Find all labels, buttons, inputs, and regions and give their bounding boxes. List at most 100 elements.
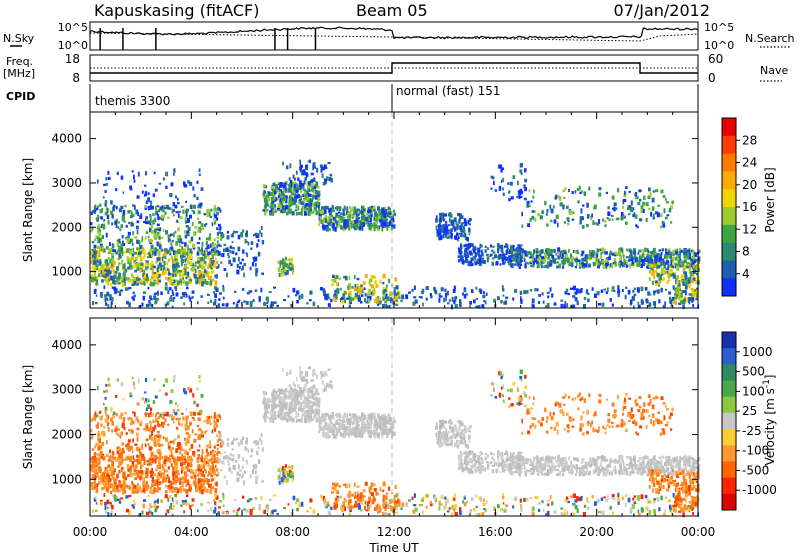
velocity-echo [247, 449, 250, 453]
power-echo [640, 259, 644, 263]
velocity-echo [133, 412, 136, 417]
power-echo [200, 187, 204, 191]
power-echo [131, 170, 134, 173]
power-echo [205, 263, 207, 266]
power-echo [246, 253, 249, 258]
power-echo [459, 302, 462, 307]
velocity-echo [106, 470, 109, 473]
power-echo [272, 191, 275, 196]
power-echo [482, 294, 486, 299]
velocity-echo [139, 469, 143, 474]
power-ylabel: Slant Range [km] [21, 158, 35, 262]
velocity-echo [157, 434, 160, 438]
power-echo [265, 205, 267, 209]
power-echo [205, 222, 208, 225]
power-echo [269, 210, 271, 214]
power-echo [92, 301, 94, 306]
power-echo [566, 259, 570, 264]
velocity-echo [288, 466, 292, 469]
velocity-echo [149, 425, 152, 431]
power-echo [116, 258, 119, 260]
velocity-echo [162, 436, 165, 440]
velocity-echo [145, 377, 148, 382]
power-echo [91, 278, 94, 283]
power-echo [474, 254, 477, 258]
power-echo [529, 218, 532, 222]
power-echo [687, 251, 690, 257]
velocity-echo [200, 430, 204, 435]
power-echo [443, 227, 446, 230]
power-echo [106, 291, 110, 297]
power-echo [673, 300, 675, 304]
velocity-echo [169, 483, 172, 486]
power-echo [588, 254, 590, 258]
power-echo [223, 268, 227, 271]
power-echo [112, 204, 116, 209]
power-echo [210, 260, 213, 263]
power-echo [653, 253, 656, 258]
power-echo [393, 290, 396, 295]
power-echo [170, 295, 173, 298]
power-echo [208, 264, 211, 268]
power-echo [164, 286, 168, 291]
velocity-echo [157, 433, 160, 436]
power-echo [156, 234, 159, 239]
velocity-echo [217, 471, 220, 476]
power-echo [626, 207, 630, 210]
power-echo [560, 303, 563, 308]
power-echo [110, 263, 114, 267]
power-echo [677, 274, 680, 277]
velocity-echo [169, 440, 173, 443]
power-echo [262, 194, 266, 198]
power-echo [320, 219, 324, 224]
velocity-echo [156, 449, 159, 454]
power-echo [516, 195, 519, 199]
power-echo [566, 303, 569, 308]
power-echo [562, 204, 565, 210]
power-echo [425, 286, 429, 290]
power-echo [202, 253, 205, 257]
power-echo [299, 169, 302, 172]
power-echo [302, 193, 305, 198]
power-echo [156, 205, 160, 208]
power-echo [327, 162, 331, 165]
velocity-echo [115, 459, 118, 462]
velocity-echo [203, 468, 207, 472]
power-echo [138, 252, 142, 255]
power-echo [142, 291, 147, 294]
power-echo [263, 190, 266, 193]
power-echo [241, 301, 243, 306]
power-echo [143, 220, 146, 224]
power-echo [551, 293, 554, 298]
power-echo [654, 257, 656, 263]
power-echo [180, 282, 183, 286]
velocity-echo [213, 457, 217, 461]
power-echo [107, 271, 111, 276]
power-echo [131, 296, 135, 299]
velocity-echo [227, 460, 230, 464]
power-echo [671, 200, 674, 205]
velocity-echo [156, 441, 159, 446]
velocity-echo [166, 457, 170, 461]
power-echo [648, 187, 651, 192]
power-echo [549, 262, 552, 267]
velocity-echo [120, 469, 123, 472]
power-echo [678, 302, 682, 305]
power-echo [325, 206, 329, 210]
power-echo [525, 253, 529, 257]
power-echo [276, 304, 279, 307]
power-echo [308, 181, 311, 186]
station-title: Kapuskasing (fitACF) [94, 1, 259, 20]
power-echo [520, 296, 522, 302]
power-echo [298, 211, 301, 216]
power-echo [684, 248, 687, 253]
power-echo [658, 281, 662, 284]
velocity-echo [152, 490, 155, 495]
power-echo [181, 241, 184, 244]
power-echo [358, 213, 360, 216]
power-echo [140, 264, 144, 269]
velocity-echo [166, 476, 170, 479]
power-echo [216, 227, 219, 230]
velocity-echo [205, 471, 207, 474]
power-echo [169, 233, 173, 236]
